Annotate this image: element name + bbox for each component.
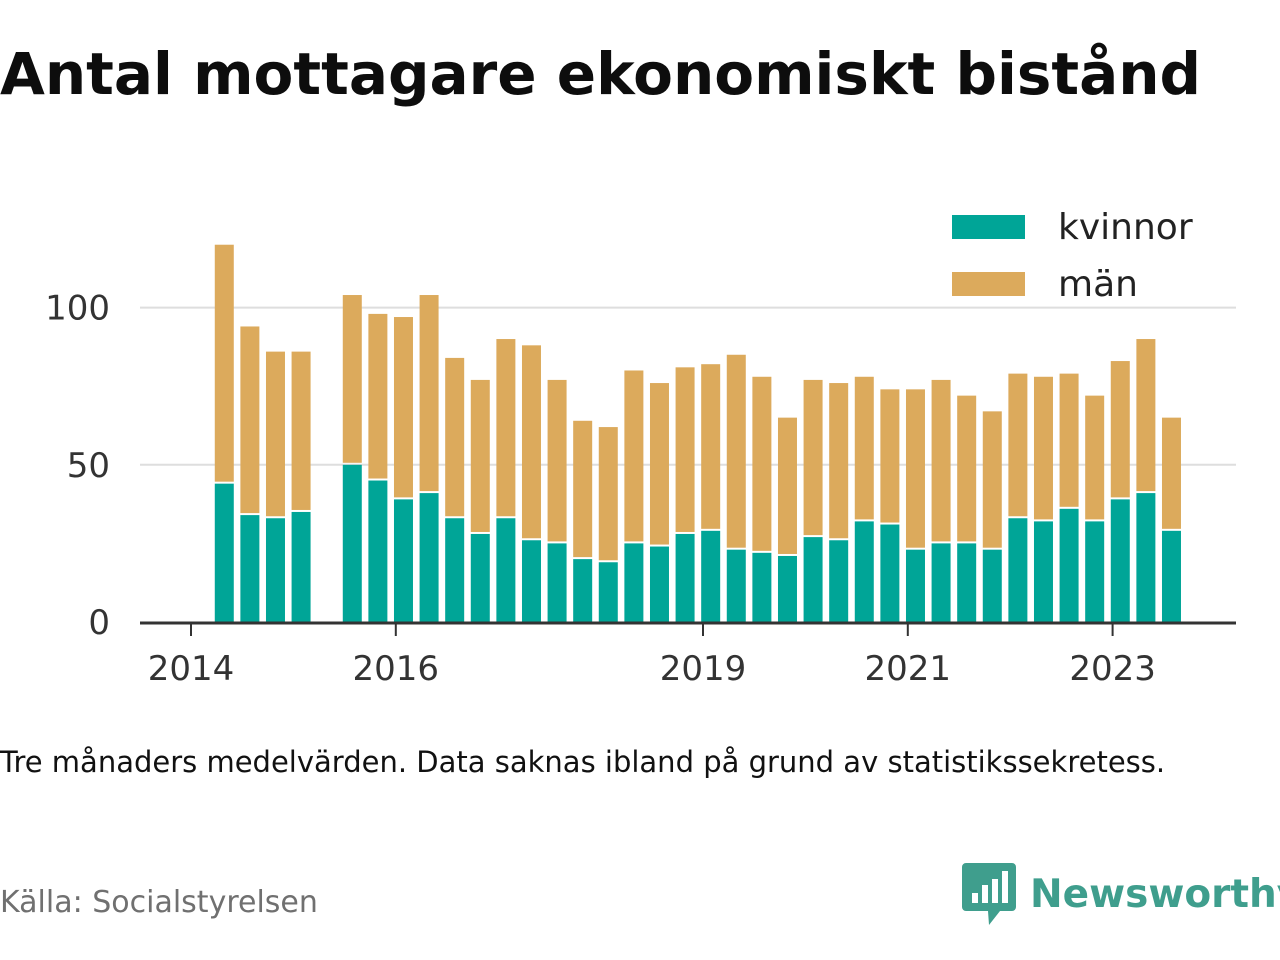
legend-label: kvinnor <box>1058 207 1193 248</box>
y-tick-label: 100 <box>45 289 110 329</box>
bar-kvinnor <box>1059 508 1079 622</box>
bar-man <box>445 357 465 517</box>
bar-man <box>854 376 874 520</box>
bar-kvinnor <box>726 549 746 622</box>
x-tick-label: 2019 <box>660 649 747 689</box>
bar-man <box>726 354 746 548</box>
bar-kvinnor <box>573 559 593 622</box>
bar-man <box>624 370 644 542</box>
bar-man <box>573 420 593 558</box>
bar-man <box>547 379 567 542</box>
bar-man <box>752 376 772 551</box>
bar-kvinnor <box>905 549 925 622</box>
bar-man <box>649 383 669 545</box>
legend-label: män <box>1058 264 1138 305</box>
bar-kvinnor <box>342 464 362 622</box>
bar-kvinnor <box>649 546 669 622</box>
bar-man <box>419 295 439 492</box>
bar-kvinnor <box>445 518 465 622</box>
bar-man <box>1136 339 1156 492</box>
bar-man <box>1085 395 1105 520</box>
bar-kvinnor <box>214 483 234 622</box>
source-credit: Källa: Socialstyrelsen <box>0 885 318 920</box>
bar-man <box>496 339 516 517</box>
bar-kvinnor <box>496 518 516 622</box>
bar-man <box>957 395 977 542</box>
bar-kvinnor <box>829 540 849 622</box>
bars <box>214 244 1181 622</box>
bar-kvinnor <box>624 543 644 622</box>
bar-man <box>1033 376 1053 520</box>
bar-kvinnor <box>419 493 439 622</box>
x-tick-label: 2014 <box>148 649 235 689</box>
y-tick-label: 50 <box>67 446 110 486</box>
x-tick-label: 2021 <box>865 649 952 689</box>
bar-man <box>701 364 721 529</box>
bar-kvinnor <box>265 518 285 622</box>
bar-kvinnor <box>1085 521 1105 622</box>
newsworthy-logo-icon <box>962 863 1016 925</box>
bar-kvinnor <box>368 480 388 622</box>
bar-man <box>1161 417 1181 529</box>
bar-man <box>777 417 797 554</box>
bar-kvinnor <box>598 562 618 622</box>
legend: kvinnor män <box>935 200 1210 305</box>
x-tick-label: 2016 <box>353 649 440 689</box>
bar-kvinnor <box>240 515 260 622</box>
bar-kvinnor <box>1110 499 1130 622</box>
legend-swatch <box>952 272 1025 296</box>
bar-man <box>880 389 900 523</box>
bar-man <box>470 379 490 532</box>
bar-kvinnor <box>803 537 823 622</box>
bar-man <box>521 345 541 539</box>
bar-man <box>982 411 1002 548</box>
bar-man <box>598 427 618 561</box>
legend-swatch <box>952 215 1025 239</box>
bar-kvinnor <box>675 533 695 622</box>
bar-kvinnor <box>1136 493 1156 622</box>
bar-man <box>265 351 285 517</box>
bar-man <box>803 379 823 536</box>
bar-kvinnor <box>547 543 567 622</box>
bar-kvinnor <box>931 543 951 622</box>
x-tick-label: 2023 <box>1069 649 1156 689</box>
chart-note: Tre månaders medelvärden. Data saknas ib… <box>0 745 1166 779</box>
bar-man <box>1059 373 1079 507</box>
bar-kvinnor <box>880 524 900 622</box>
bar-kvinnor <box>1033 521 1053 622</box>
bar-man <box>1110 361 1130 498</box>
chart-title: Antal mottagare ekonomiskt bistånd <box>0 40 1202 108</box>
bar-kvinnor <box>982 549 1002 622</box>
bar-kvinnor <box>752 552 772 622</box>
bar-man <box>240 326 260 514</box>
bar-kvinnor <box>777 555 797 622</box>
bar-man <box>905 389 925 548</box>
bar-man <box>829 383 849 539</box>
bar-man <box>291 351 311 510</box>
bar-kvinnor <box>521 540 541 622</box>
bar-man <box>675 367 695 532</box>
bar-kvinnor <box>854 521 874 622</box>
bar-kvinnor <box>701 530 721 622</box>
bar-kvinnor <box>1008 518 1028 622</box>
bar-kvinnor <box>957 543 977 622</box>
bar-man <box>931 379 951 542</box>
bar-kvinnor <box>291 511 311 622</box>
bar-man <box>214 244 234 482</box>
bar-man <box>342 295 362 463</box>
axes: 0 50 100 2014 2016 2019 2021 2023 <box>45 289 1236 689</box>
bar-man <box>1008 373 1028 517</box>
brand-logo: Newsworthy <box>962 862 1280 926</box>
brand-name: Newsworthy <box>1030 871 1280 917</box>
bar-man <box>393 317 413 498</box>
bar-kvinnor <box>470 533 490 622</box>
bar-kvinnor <box>393 499 413 622</box>
bar-kvinnor <box>1161 530 1181 622</box>
bar-man <box>368 313 388 479</box>
y-tick-label: 0 <box>88 603 110 643</box>
stacked-bar-chart: 0 50 100 2014 2016 2019 2021 2023 kvinnor män <box>45 200 1236 689</box>
